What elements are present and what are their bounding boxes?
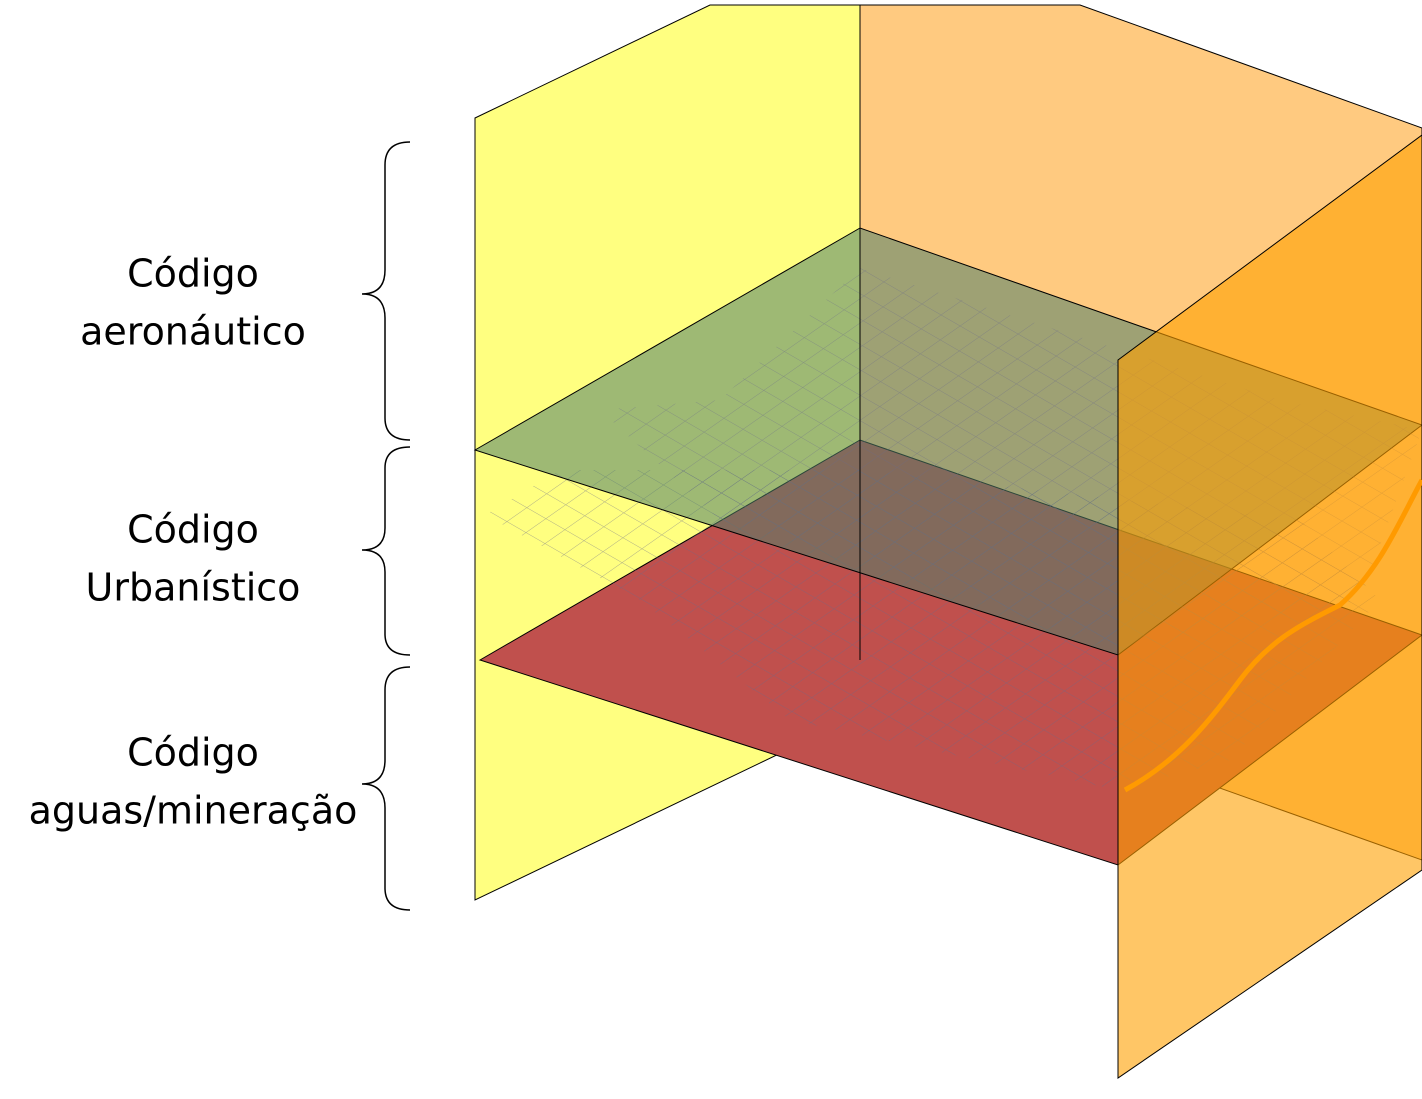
braces <box>361 141 411 911</box>
layer-label: aguas/mineração <box>29 789 358 833</box>
layer-label: aeronáutico <box>80 310 306 354</box>
brace <box>361 141 411 441</box>
terrain-ridge <box>1123 478 1422 793</box>
layer-label: Código <box>127 508 259 552</box>
layer-label: Urbanístico <box>86 566 301 610</box>
layer-label: Código <box>127 731 259 775</box>
brace <box>361 666 411 911</box>
volume <box>473 4 1422 1079</box>
brace <box>361 446 411 656</box>
layer-label: Código <box>127 252 259 296</box>
front-orange-plane <box>1117 134 1422 1079</box>
